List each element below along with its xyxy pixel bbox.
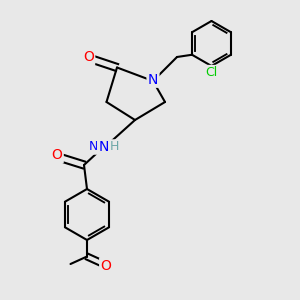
Text: H: H	[109, 140, 119, 154]
Text: N: N	[98, 140, 109, 154]
Text: O: O	[83, 50, 94, 64]
Text: O: O	[100, 259, 111, 272]
Text: N: N	[148, 73, 158, 86]
Text: Cl: Cl	[206, 66, 218, 79]
Text: NH: NH	[89, 140, 107, 154]
Text: O: O	[52, 148, 62, 162]
